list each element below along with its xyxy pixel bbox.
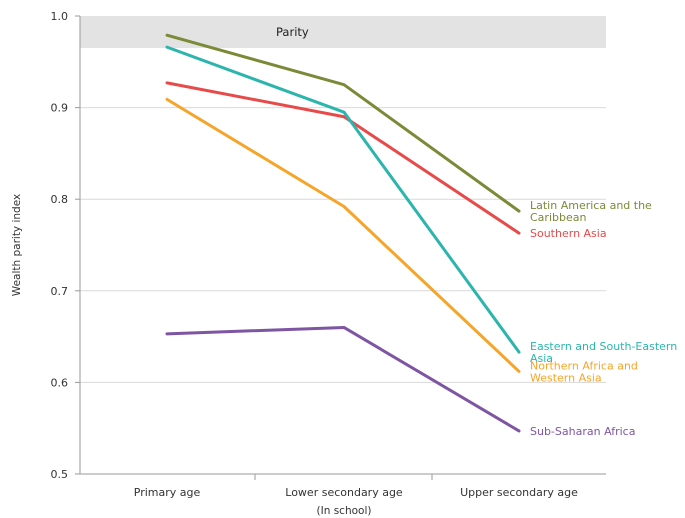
series-label: Southern Asia (530, 227, 607, 240)
series-line (165, 97, 521, 373)
y-axis-title: Wealth parity index (11, 194, 23, 296)
parity-band (80, 16, 606, 49)
series-label: Eastern and South-Eastern (530, 340, 677, 353)
y-tick-label: 0.9 (51, 102, 69, 115)
y-tick-label: 0.6 (51, 376, 69, 389)
series-label: Sub-Saharan Africa (530, 425, 635, 438)
y-tick-label: 0.8 (51, 193, 69, 206)
y-tick-label: 0.5 (51, 468, 69, 481)
y-tick-label: 1.0 (51, 10, 69, 23)
series-line (165, 45, 521, 354)
x-axis-title: (In school) (317, 505, 372, 517)
axes: 0.5 0.6 0.7 0.8 0.9 1.0 Primary age Lower secon… (51, 10, 606, 499)
series-label: Western Asia (530, 371, 602, 384)
series-lines (165, 33, 521, 433)
gridlines (80, 107, 606, 383)
series-label: Latin America and the (530, 199, 652, 212)
series-label: Asia (530, 352, 553, 365)
series-line (165, 81, 521, 235)
x-tick-label: Upper secondary age (460, 486, 578, 499)
parity-band-label: Parity (276, 25, 309, 39)
series-line (165, 325, 521, 433)
x-tick-label: Lower secondary age (285, 486, 403, 499)
series-line (165, 33, 521, 213)
y-tick-label: 0.7 (51, 285, 69, 298)
parity-band-layer: Parity (80, 16, 606, 49)
series-label: Northern Africa and (530, 359, 638, 372)
series-label: Caribbean (530, 211, 586, 224)
x-tick-label: Primary age (134, 486, 201, 499)
